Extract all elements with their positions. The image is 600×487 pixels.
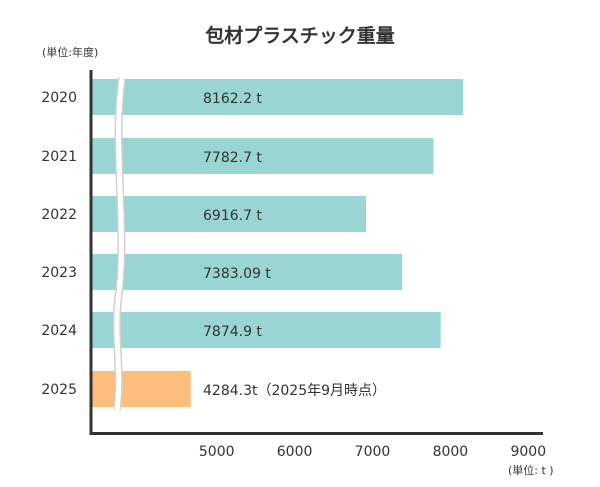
x-tick-label: 9000 (510, 444, 546, 460)
x-tick-label: 8000 (433, 444, 469, 460)
bar-2022 (91, 196, 367, 232)
category-label: 2021 (41, 149, 77, 165)
category-label: 2020 (41, 90, 77, 106)
bar-2025 (91, 371, 191, 407)
x-tick-label: 6000 (277, 444, 313, 460)
chart-title: 包材プラスチック重量 (205, 24, 395, 47)
category-label: 2023 (41, 265, 77, 281)
category-label: 2024 (41, 323, 77, 339)
bar-2024 (91, 312, 441, 348)
data-label: 8162.2 t (203, 91, 262, 107)
data-label: 7782.7 t (203, 150, 262, 166)
data-label: 6916.7 t (203, 208, 262, 224)
y-axis-unit: (単位:年度) (42, 45, 98, 59)
bar-2021 (91, 138, 434, 174)
x-tick-label: 5000 (199, 444, 235, 460)
axis-break-gap (114, 77, 125, 411)
x-axis-unit: (単位: t ) (508, 463, 554, 477)
x-tick-label: 7000 (355, 444, 391, 460)
category-label: 2022 (41, 207, 77, 223)
bar-2020 (91, 79, 464, 115)
bar-2023 (91, 254, 403, 290)
data-label: 7383.09 t (203, 266, 271, 282)
data-label: 7874.9 t (203, 324, 262, 340)
data-label: 4284.3t（2025年9月時点） (203, 383, 386, 399)
category-label: 2025 (41, 382, 77, 398)
